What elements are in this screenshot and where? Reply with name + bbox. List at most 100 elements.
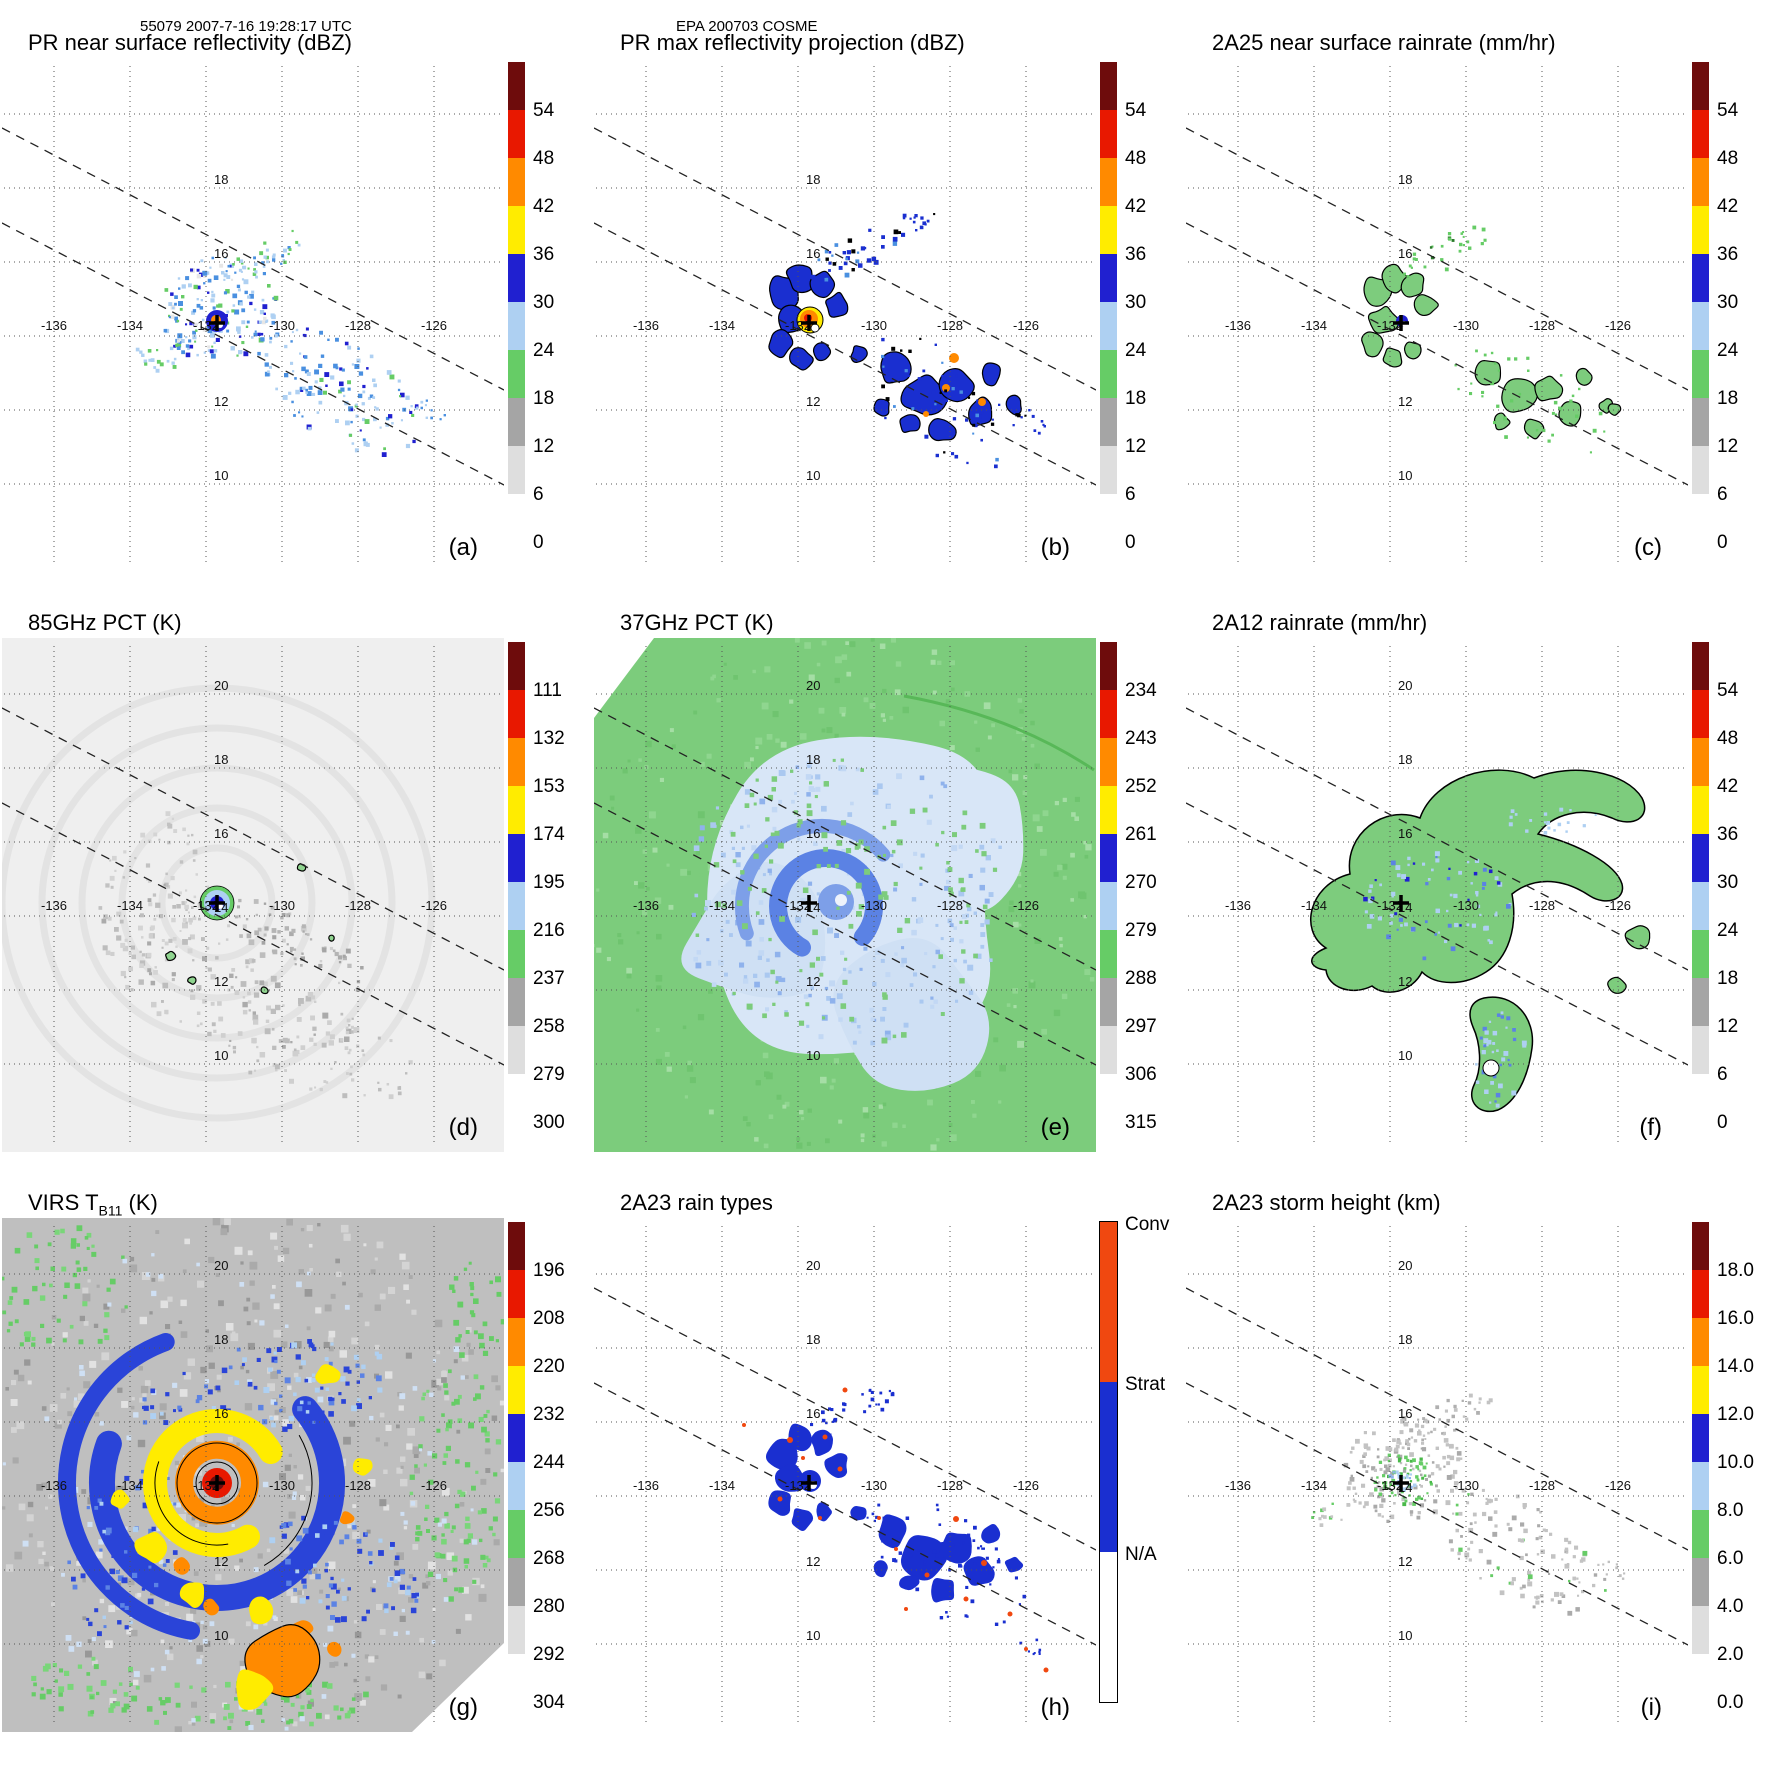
lat-tick-label: 12 <box>806 1554 820 1569</box>
colorbar-tick-label: 12 <box>533 436 555 457</box>
colorbar-segment <box>508 1074 525 1122</box>
colorbar-segment <box>1692 1606 1709 1654</box>
colorbar-segment <box>1100 930 1117 978</box>
lon-tick-label: -126 <box>1605 1478 1631 1493</box>
panel-i-colorbar: 0.0 2.0 4.0 6.0 8.0 10.0 12.0 14.0 16.0 18.0 <box>1692 1222 1770 1722</box>
lon-tick-label: -128 <box>345 318 371 333</box>
colorbar-tick-label: 36 <box>533 244 555 265</box>
lat-tick-label: 20 <box>1398 678 1412 693</box>
colorbar-tick-label: 208 <box>533 1308 565 1329</box>
colorbar-tick-label: 261 <box>1125 824 1157 845</box>
colorbar-tick-label: 30 <box>1125 292 1147 313</box>
graticule-grid <box>4 646 502 1146</box>
lon-tick-label: -136 <box>633 318 659 333</box>
lon-tick-label: -136 <box>41 898 67 913</box>
lon-tick-label: -136 <box>41 1478 67 1493</box>
lon-tick-label: -130 <box>861 318 887 333</box>
swath-edge-lines <box>1186 127 1688 486</box>
swath-edge-lines <box>2 707 504 1066</box>
lon-tick-label: -130 <box>269 1478 295 1493</box>
colorbar-tick-label: 54 <box>533 100 555 121</box>
lat-tick-label: 20 <box>214 1258 228 1273</box>
colorbar-segment <box>1100 738 1117 786</box>
colorbar-tick-label: 12 <box>1717 436 1739 457</box>
storm-center-marker <box>801 895 817 911</box>
storm-center-marker <box>1393 895 1409 911</box>
lat-tick-label: 10 <box>806 1048 820 1063</box>
colorbar-tick-label: 252 <box>1125 776 1157 797</box>
colorbar-segment <box>1692 494 1709 542</box>
lat-tick-label: 16 <box>1398 246 1412 261</box>
colorbar-segment <box>508 1558 525 1606</box>
panel-e: 37GHz PCT (K) -136 -134 -132 -130 -128 -126 20… <box>592 610 1180 1188</box>
lon-tick-label: -134 <box>1301 898 1327 913</box>
colorbar-tick-label: 8.0 <box>1717 1500 1744 1521</box>
panel-g-title-sub: B11 <box>98 1202 123 1219</box>
data-field <box>1310 769 1651 1113</box>
graticule-grid <box>596 1226 1094 1726</box>
swath-edge-lines <box>594 127 1096 486</box>
colorbar-segment <box>508 1222 525 1270</box>
lat-tick-label: 10 <box>1398 1628 1412 1643</box>
colorbar-tick-label: 237 <box>533 968 565 989</box>
data-field <box>1311 1393 1626 1616</box>
colorbar-segment <box>1692 110 1709 158</box>
lon-tick-label: -126 <box>1013 318 1039 333</box>
lat-tick-label: 12 <box>214 394 228 409</box>
lat-tick-label: 12 <box>806 394 820 409</box>
axis-labels: -136 -134 -132 -130 -128 -126 20 18 16 12 10 <box>633 1258 1039 1643</box>
colorbar-segment <box>1100 158 1117 206</box>
colorbar-segment <box>508 446 525 494</box>
axis-labels: -136 -134 -132 -130 -128 -126 20 18 16 12 10 <box>41 1258 447 1643</box>
axis-labels: -136 -134 -132 -130 -128 -126 18 16 12 10 <box>1225 172 1631 483</box>
lon-tick-label: -134 <box>709 1478 735 1493</box>
axis-labels: -136 -134 -132 -130 -128 -126 18 16 12 10 <box>41 172 447 483</box>
graticule-grid <box>1188 646 1686 1146</box>
colorbar-tick-label: 18 <box>1125 388 1147 409</box>
lat-tick-label: 10 <box>214 1048 228 1063</box>
lon-tick-label: -136 <box>1225 1478 1251 1493</box>
lon-tick-label: -126 <box>1013 898 1039 913</box>
lon-tick-label: -132 <box>785 1478 811 1493</box>
colorbar-tick-label: 292 <box>533 1644 565 1665</box>
graticule-grid <box>4 1226 502 1726</box>
colorbar-segment <box>1692 254 1709 302</box>
panel-f-letter: (f) <box>1639 1114 1662 1141</box>
lat-tick-label: 12 <box>214 1554 228 1569</box>
lon-tick-label: -136 <box>1225 898 1251 913</box>
lon-tick-label: -128 <box>1529 318 1555 333</box>
colorbar-tick-label: 18 <box>1717 388 1739 409</box>
colorbar-segment <box>1100 110 1117 158</box>
lat-tick-label: 18 <box>1398 1332 1412 1347</box>
colorbar-segment <box>1100 62 1117 110</box>
colorbar-segment <box>1692 882 1709 930</box>
colorbar-tick-label: 18.0 <box>1717 1260 1754 1281</box>
panel-g-letter: (g) <box>448 1694 478 1721</box>
colorbar-tick-label: 0 <box>533 532 544 553</box>
lat-tick-label: 12 <box>214 974 228 989</box>
colorbar-segment <box>1692 1462 1709 1510</box>
colorbar-segment <box>508 1270 525 1318</box>
lat-tick-label: 12 <box>806 974 820 989</box>
panel-h: 2A23 rain types -136 -134 -132 -130 -128 -126… <box>592 1190 1180 1768</box>
colorbar-segment <box>508 398 525 446</box>
panel-f-map: -136 -134 -132 -130 -128 -126 20 18 16 14 12 10 (f) <box>1186 638 1688 1152</box>
lon-tick-label: -134 <box>1301 318 1327 333</box>
panel-i-letter: (i) <box>1640 1694 1662 1721</box>
colorbar-tick-label: 174 <box>533 824 565 845</box>
colorbar-tick-label: 36 <box>1717 244 1739 265</box>
storm-center-marker <box>801 1475 817 1491</box>
colorbar-tick-label: 54 <box>1717 680 1739 701</box>
lat-tick-label: 16 <box>806 1406 820 1421</box>
colorbar-segment <box>508 1606 525 1654</box>
storm-center-marker <box>801 315 817 331</box>
colorbar-segment <box>508 738 525 786</box>
panel-h-colorbar: Conv Strat N/A <box>1099 1214 1178 1722</box>
colorbar-segment <box>508 62 525 110</box>
colorbar-tick-label: 12 <box>1125 436 1147 457</box>
colorbar-segment <box>508 834 525 882</box>
colorbar-tick-label: 30 <box>1717 872 1739 893</box>
colorbar-segment <box>1692 642 1709 690</box>
colorbar-tick-label: 48 <box>1717 148 1739 169</box>
